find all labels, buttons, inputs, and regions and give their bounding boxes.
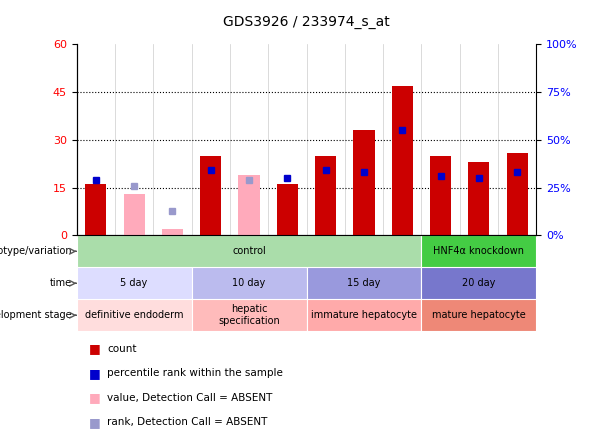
Text: ■: ■ [89, 342, 101, 356]
Bar [430, 156, 451, 235]
Text: immature hepatocyte: immature hepatocyte [311, 310, 417, 320]
Text: hepatic
specification: hepatic specification [218, 305, 280, 326]
Bar [422, 299, 536, 331]
Text: ■: ■ [89, 391, 101, 404]
Bar [85, 184, 106, 235]
Text: mature hepatocyte: mature hepatocyte [432, 310, 526, 320]
Bar [315, 156, 336, 235]
Text: time: time [50, 278, 72, 288]
Text: 20 day: 20 day [462, 278, 495, 288]
Bar [191, 299, 306, 331]
Bar [354, 131, 375, 235]
Bar [238, 175, 259, 235]
Bar [200, 156, 221, 235]
Bar [468, 162, 489, 235]
Bar [191, 267, 306, 299]
Bar [277, 184, 298, 235]
Bar [422, 235, 536, 267]
Bar [306, 267, 422, 299]
Text: 10 day: 10 day [232, 278, 265, 288]
Text: control: control [232, 246, 266, 256]
Text: definitive endoderm: definitive endoderm [85, 310, 183, 320]
Bar [507, 153, 528, 235]
Bar [392, 86, 413, 235]
Bar [306, 299, 422, 331]
Text: GDS3926 / 233974_s_at: GDS3926 / 233974_s_at [223, 15, 390, 29]
Bar [77, 267, 191, 299]
Text: ■: ■ [89, 416, 101, 429]
Text: HNF4α knockdown: HNF4α knockdown [433, 246, 524, 256]
Text: count: count [107, 344, 137, 354]
Bar [77, 299, 191, 331]
Bar [124, 194, 145, 235]
Text: ■: ■ [89, 367, 101, 380]
Bar [422, 267, 536, 299]
Text: value, Detection Call = ABSENT: value, Detection Call = ABSENT [107, 393, 273, 403]
Text: 5 day: 5 day [121, 278, 148, 288]
Text: rank, Detection Call = ABSENT: rank, Detection Call = ABSENT [107, 417, 268, 427]
Text: genotype/variation: genotype/variation [0, 246, 72, 256]
Bar [77, 235, 422, 267]
Text: 15 day: 15 day [348, 278, 381, 288]
Text: development stage: development stage [0, 310, 72, 320]
Bar [162, 229, 183, 235]
Text: percentile rank within the sample: percentile rank within the sample [107, 369, 283, 378]
